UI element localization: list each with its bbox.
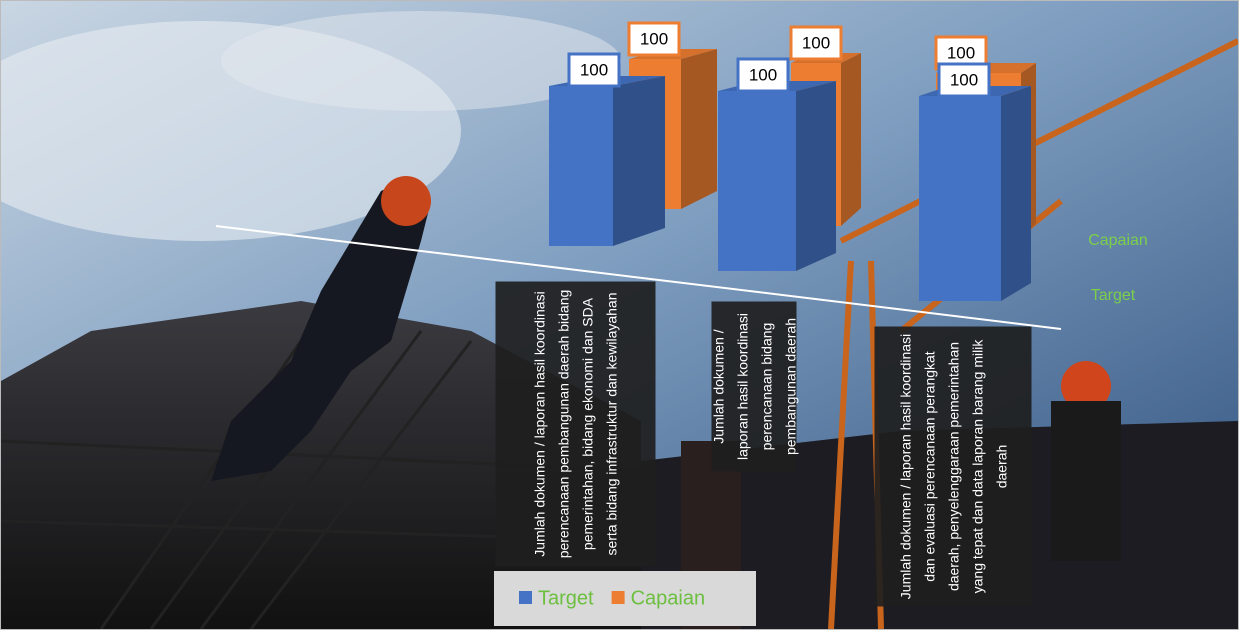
legend-swatch (611, 591, 625, 604)
value-label-box (627, 21, 681, 57)
bar (919, 96, 1001, 301)
depth-axis (215, 225, 1062, 330)
legend-swatch (519, 591, 532, 604)
bar-side (841, 53, 861, 226)
depth-axis-label: Target (1091, 287, 1136, 304)
category-label: Jumlah dokumen / laporan hasil koordinas… (710, 301, 798, 471)
depth-axis-label: Capaian (1088, 232, 1148, 249)
value-label: 100 (947, 43, 975, 62)
value-label: 100 (950, 70, 978, 89)
bar-side (681, 49, 717, 209)
value-label-box (937, 62, 991, 98)
value-label-box (736, 57, 790, 93)
bar-side (613, 76, 665, 246)
category-label: Jumlah dokumen / laporan hasil koordinas… (495, 281, 655, 566)
value-label-box (789, 25, 843, 61)
value-label: 100 (580, 60, 608, 79)
value-label: 100 (749, 65, 777, 84)
value-label: 100 (640, 29, 668, 48)
value-label: 100 (802, 33, 830, 52)
category-label: Jumlah dokumen / laporan hasil koordinas… (874, 326, 1031, 606)
legend (494, 571, 756, 626)
value-label-box (567, 52, 621, 88)
bar (549, 86, 613, 246)
legend-label: Target (538, 587, 594, 609)
bar-side (796, 81, 836, 271)
bar-side (1001, 86, 1031, 301)
bar (718, 91, 796, 271)
legend-label: Capaian (631, 587, 706, 609)
